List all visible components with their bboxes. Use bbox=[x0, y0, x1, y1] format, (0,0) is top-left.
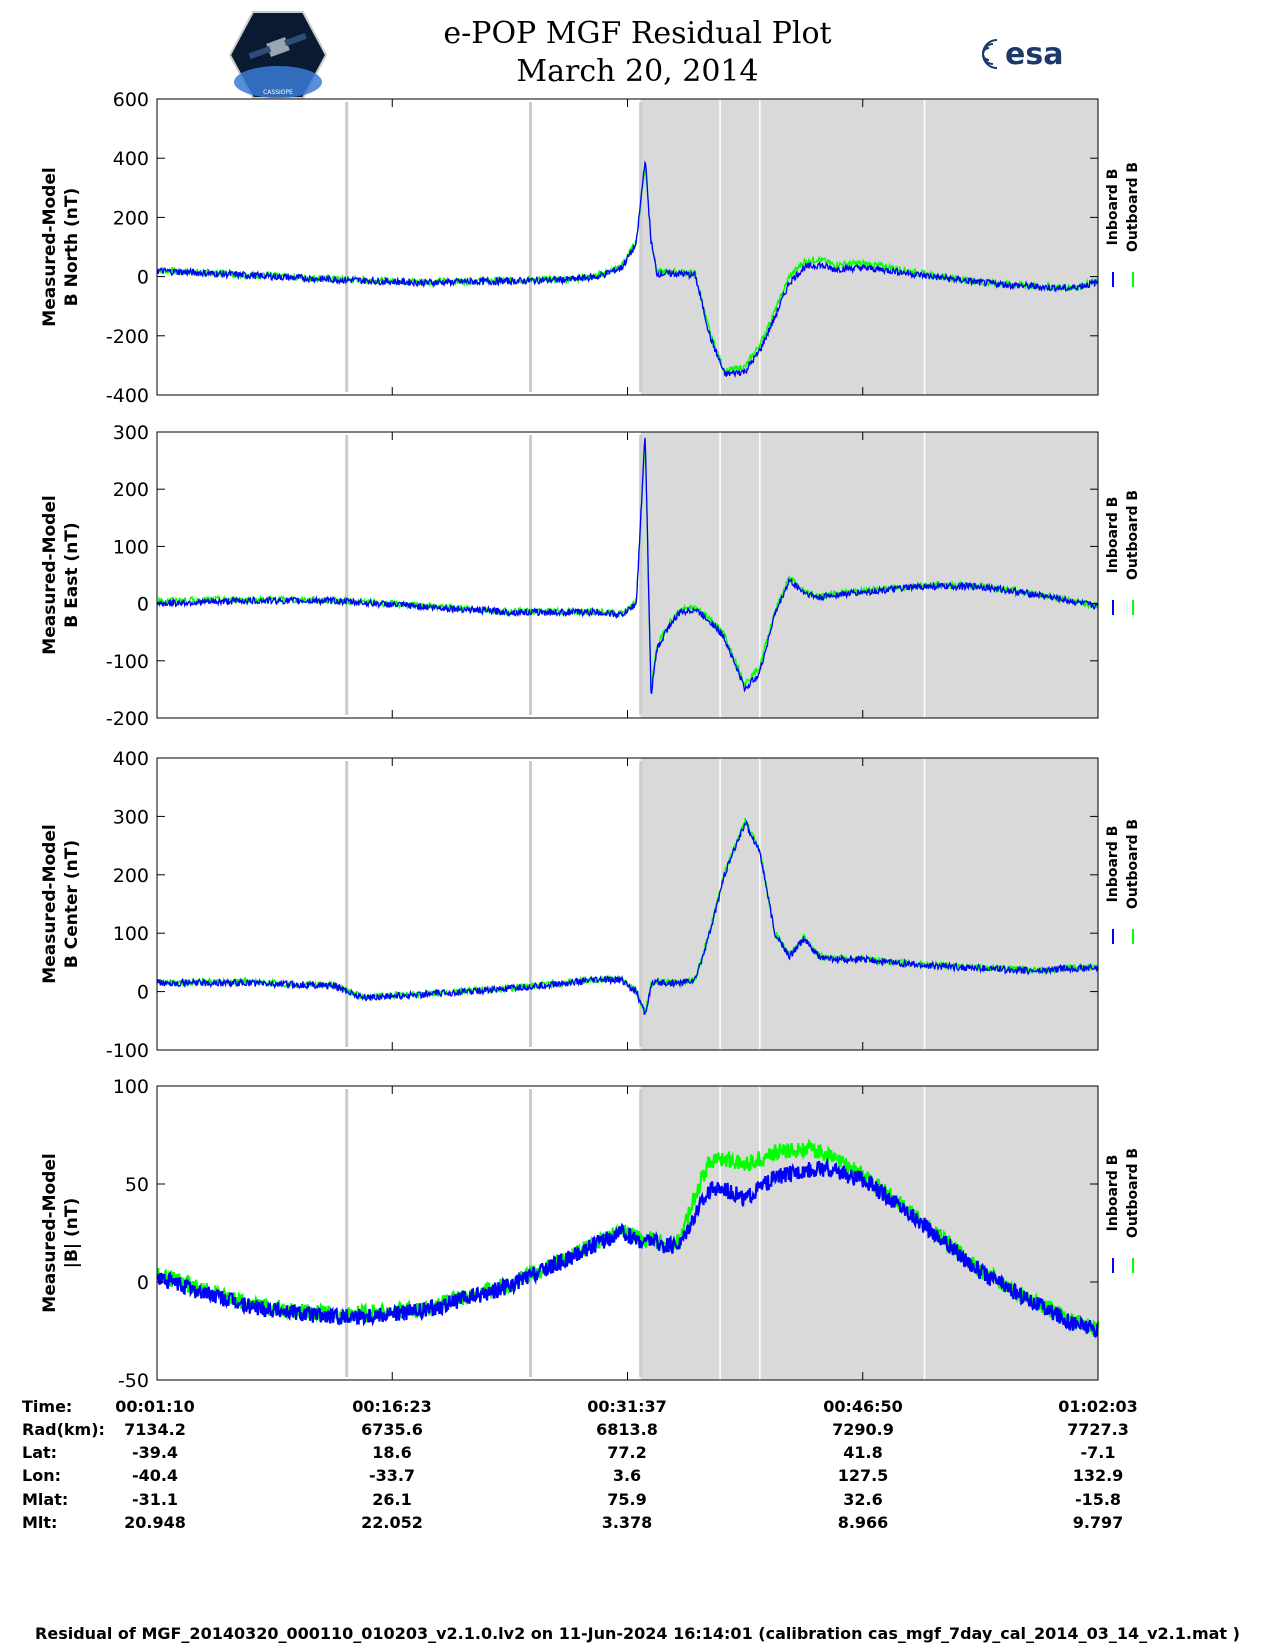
esa-logo-text: esa bbox=[1005, 37, 1063, 72]
panel1-ytick-label-5: -200 bbox=[106, 326, 149, 348]
panel2-legend-label-1: Inboard B bbox=[1105, 497, 1121, 574]
info-value-c1-r4: -40.4 bbox=[131, 1466, 179, 1485]
info-value-c2-r5: 26.1 bbox=[372, 1490, 412, 1509]
panel2-ytick-label-2: 200 bbox=[113, 479, 149, 501]
cassiope-logo-text: CASSIOPE bbox=[263, 89, 293, 96]
info-value-c5-r2: 7727.3 bbox=[1067, 1420, 1129, 1439]
panel4-ytick-label-1: 100 bbox=[113, 1076, 149, 1098]
panel2-ytick-label-1: 300 bbox=[113, 422, 149, 444]
panel3-legend-label-2: Outboard B bbox=[1125, 819, 1141, 909]
info-value-c3-r1: 00:31:37 bbox=[587, 1397, 667, 1416]
info-value-c1-r1: 00:01:10 bbox=[115, 1397, 195, 1416]
info-value-c5-r6: 9.797 bbox=[1072, 1513, 1124, 1532]
info-value-c3-r2: 6813.8 bbox=[596, 1420, 658, 1439]
panel3-ytick-label-6: -100 bbox=[106, 1040, 149, 1062]
chart-title: e-POP MGF Residual Plot bbox=[443, 16, 832, 51]
panel4-ylabel: Measured-Model |B| (nT) bbox=[40, 1153, 82, 1312]
info-value-c3-r6: 3.378 bbox=[601, 1513, 653, 1532]
panel2-series-inboard bbox=[156, 437, 1099, 695]
info-value-c3-r4: 3.6 bbox=[612, 1466, 642, 1485]
panel4-series-inboard bbox=[156, 1157, 1099, 1339]
info-label-1: Time: bbox=[22, 1397, 73, 1416]
panel1-ytick-label-6: -400 bbox=[106, 385, 149, 407]
panel1-ylabel: Measured-Model B North (nT) bbox=[40, 167, 82, 326]
info-value-c2-r1: 00:16:23 bbox=[352, 1397, 432, 1416]
panel3-ytick-label-3: 200 bbox=[113, 865, 149, 887]
info-label-3: Lat: bbox=[22, 1443, 58, 1462]
panel4-ytick-label-3: 0 bbox=[137, 1272, 149, 1294]
info-value-c3-r3: 77.2 bbox=[607, 1443, 647, 1462]
panel3-ytick-label-5: 0 bbox=[137, 982, 149, 1004]
panel2-ytick-label-5: -100 bbox=[106, 651, 149, 673]
info-label-5: Mlat: bbox=[22, 1490, 69, 1509]
panel2-ytick-label-6: -200 bbox=[106, 708, 149, 730]
panel4-shaded-region bbox=[640, 1086, 1098, 1380]
info-value-c5-r5: -15.8 bbox=[1074, 1490, 1122, 1509]
info-value-c4-r2: 7290.9 bbox=[832, 1420, 894, 1439]
info-value-c3-r5: 75.9 bbox=[607, 1490, 647, 1509]
panel3-shaded-region bbox=[640, 758, 1098, 1050]
info-value-c5-r4: 132.9 bbox=[1072, 1466, 1124, 1485]
panel2-shaded-region bbox=[640, 432, 1098, 718]
panel3-ytick-label-2: 300 bbox=[113, 806, 149, 828]
panel4-legend-label-2: Outboard B bbox=[1125, 1148, 1141, 1238]
panel1-ytick-label-4: 0 bbox=[137, 267, 149, 289]
info-value-c4-r1: 00:46:50 bbox=[823, 1397, 903, 1416]
panel1-ytick-label-3: 200 bbox=[113, 207, 149, 229]
panel1-shaded-region bbox=[640, 99, 1098, 395]
info-value-c5-r3: -7.1 bbox=[1080, 1443, 1116, 1462]
panel3-ytick-label-1: 400 bbox=[113, 748, 149, 770]
info-value-c2-r4: -33.7 bbox=[368, 1466, 416, 1485]
panel2-ylabel: Measured-Model B East (nT) bbox=[40, 495, 82, 654]
panel1-ytick-label-1: 600 bbox=[113, 89, 149, 111]
info-label-6: Mlt: bbox=[22, 1513, 58, 1532]
panel2-ytick-label-3: 100 bbox=[113, 536, 149, 558]
info-value-c4-r3: 41.8 bbox=[843, 1443, 883, 1462]
panel3-legend-label-1: Inboard B bbox=[1105, 826, 1121, 903]
panel4-legend-label-1: Inboard B bbox=[1105, 1155, 1121, 1232]
panel1-ytick-label-2: 400 bbox=[113, 148, 149, 170]
info-value-c1-r3: -39.4 bbox=[131, 1443, 179, 1462]
chart-date: March 20, 2014 bbox=[516, 54, 759, 89]
panel3-ytick-label-4: 100 bbox=[113, 923, 149, 945]
panel1-series-inboard bbox=[156, 160, 1099, 379]
info-value-c5-r1: 01:02:03 bbox=[1058, 1397, 1138, 1416]
esa-logo: esa bbox=[982, 37, 1063, 72]
panel3-ylabel: Measured-Model B Center (nT) bbox=[40, 824, 82, 983]
info-value-c2-r6: 22.052 bbox=[361, 1513, 423, 1532]
panel3-series-inboard bbox=[156, 819, 1099, 1015]
info-value-c1-r6: 20.948 bbox=[124, 1513, 186, 1532]
info-value-c4-r6: 8.966 bbox=[837, 1513, 889, 1532]
panel2-ytick-label-4: 0 bbox=[137, 594, 149, 616]
panel4-ytick-label-2: 50 bbox=[125, 1174, 149, 1196]
info-label-2: Rad(km): bbox=[22, 1420, 105, 1439]
footer-caption: Residual of MGF_20140320_000110_010203_v… bbox=[35, 1624, 1240, 1643]
panel1-legend-label-2: Outboard B bbox=[1125, 162, 1141, 252]
panel2-legend-label-2: Outboard B bbox=[1125, 490, 1141, 580]
info-value-c4-r4: 127.5 bbox=[837, 1466, 889, 1485]
info-value-c4-r5: 32.6 bbox=[843, 1490, 883, 1509]
panel1-legend-label-1: Inboard B bbox=[1105, 169, 1121, 246]
info-label-4: Lon: bbox=[22, 1466, 61, 1485]
info-value-c2-r3: 18.6 bbox=[372, 1443, 412, 1462]
panel4-ytick-label-4: -50 bbox=[118, 1370, 149, 1392]
info-value-c1-r2: 7134.2 bbox=[124, 1420, 186, 1439]
cassiope-logo: CASSIOPE bbox=[228, 11, 328, 99]
info-value-c2-r2: 6735.6 bbox=[361, 1420, 423, 1439]
info-value-c1-r5: -31.1 bbox=[131, 1490, 179, 1509]
